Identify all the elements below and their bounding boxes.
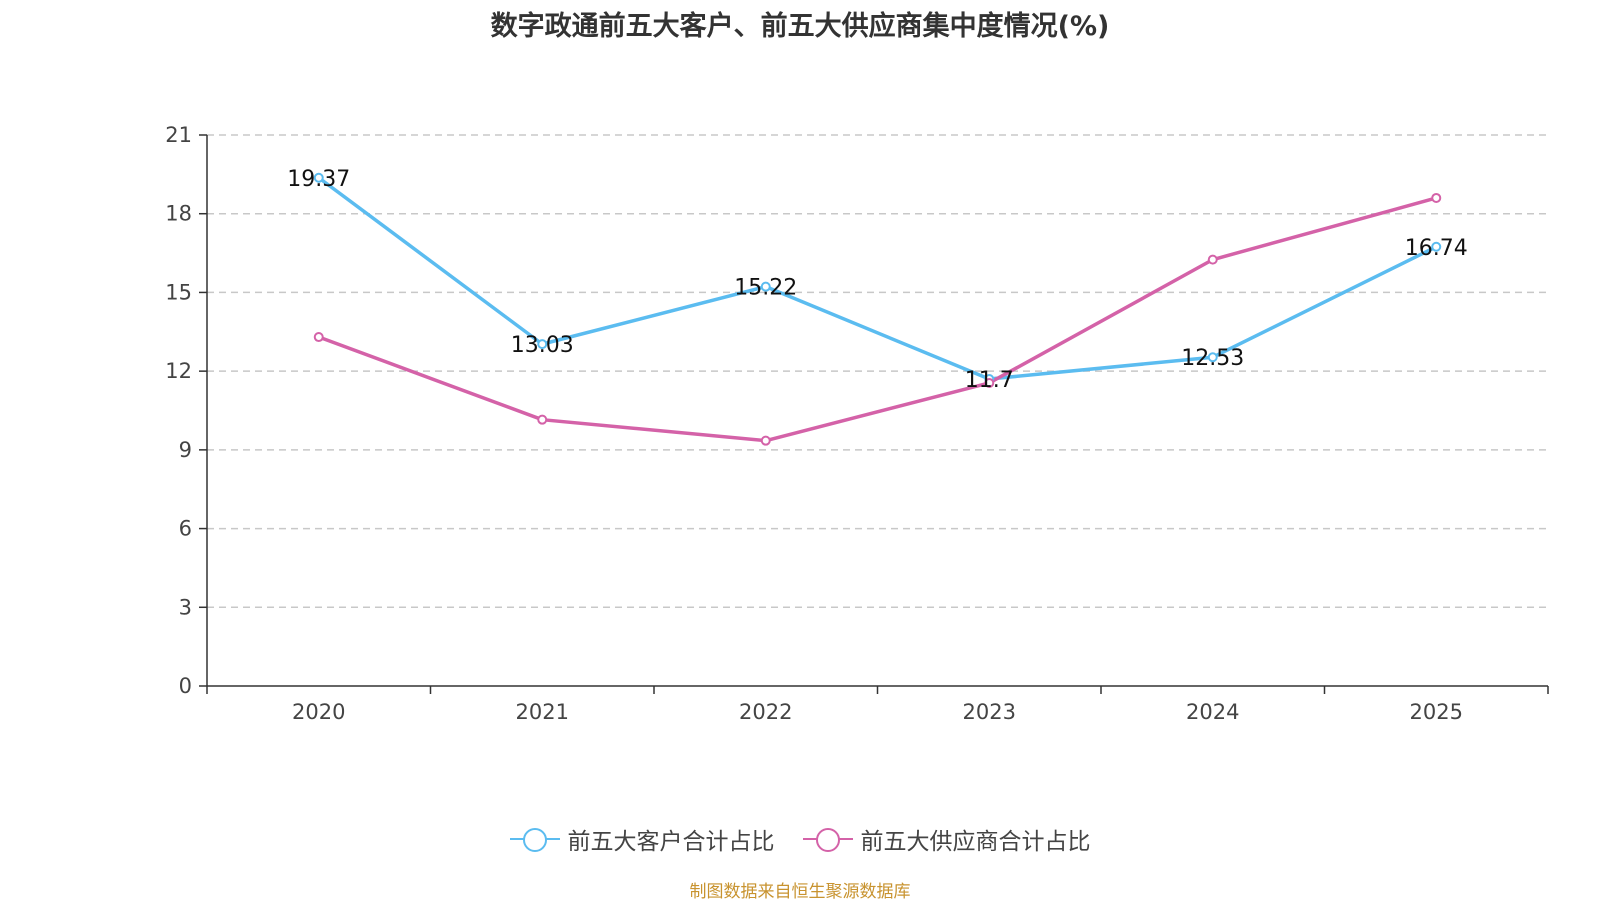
y-tick-label: 3 <box>179 595 192 619</box>
legend-label-customers: 前五大客户合计占比 <box>567 829 775 855</box>
y-tick-label: 6 <box>179 517 192 541</box>
x-tick-label: 2025 <box>1410 700 1463 724</box>
data-point[interactable] <box>984 377 995 388</box>
data-point[interactable] <box>1207 254 1218 265</box>
chart-title: 数字政通前五大客户、前五大供应商集中度情况(%) <box>490 11 1110 42</box>
data-label: 12.53 <box>1181 346 1244 371</box>
legend-item-suppliers[interactable]: 前五大供应商合计占比 <box>802 822 1091 856</box>
data-label: 19.37 <box>287 167 350 192</box>
data-label: 15.22 <box>734 276 797 301</box>
y-tick-label: 9 <box>179 438 192 462</box>
legend-marker-customers-icon <box>509 827 560 852</box>
legend-item-customers[interactable]: 前五大客户合计占比 <box>509 822 775 856</box>
data-label: 13.03 <box>511 333 574 358</box>
x-tick-label: 2024 <box>1186 700 1239 724</box>
data-label: 11.7 <box>965 368 1014 393</box>
data-point[interactable] <box>1431 241 1442 252</box>
legend: 前五大客户合计占比 前五大供应商合计占比 <box>0 822 1600 856</box>
x-tick-label: 2020 <box>292 700 345 724</box>
y-tick-label: 0 <box>179 674 192 698</box>
data-point[interactable] <box>537 414 548 425</box>
data-point[interactable] <box>313 172 324 183</box>
y-tick-label: 12 <box>165 359 192 383</box>
data-point[interactable] <box>1207 352 1218 363</box>
y-tick-label: 18 <box>165 202 192 226</box>
data-point[interactable] <box>1431 192 1442 203</box>
data-point[interactable] <box>537 339 548 350</box>
data-label: 16.74 <box>1405 236 1468 261</box>
data-point[interactable] <box>313 332 324 343</box>
data-source-note: 制图数据来自恒生聚源数据库 <box>689 882 911 902</box>
x-tick-label: 2023 <box>963 700 1016 724</box>
legend-marker-suppliers-icon <box>802 827 853 852</box>
y-tick-label: 15 <box>165 280 192 304</box>
data-point[interactable] <box>760 281 771 292</box>
legend-label-suppliers: 前五大供应商合计占比 <box>860 829 1091 855</box>
series-line-2 <box>318 196 1437 443</box>
data-point[interactable] <box>760 435 771 446</box>
series-line-1 <box>317 176 1438 381</box>
x-tick-label: 2022 <box>739 700 792 724</box>
x-tick-label: 2021 <box>516 700 569 724</box>
y-tick-label: 21 <box>165 123 192 147</box>
